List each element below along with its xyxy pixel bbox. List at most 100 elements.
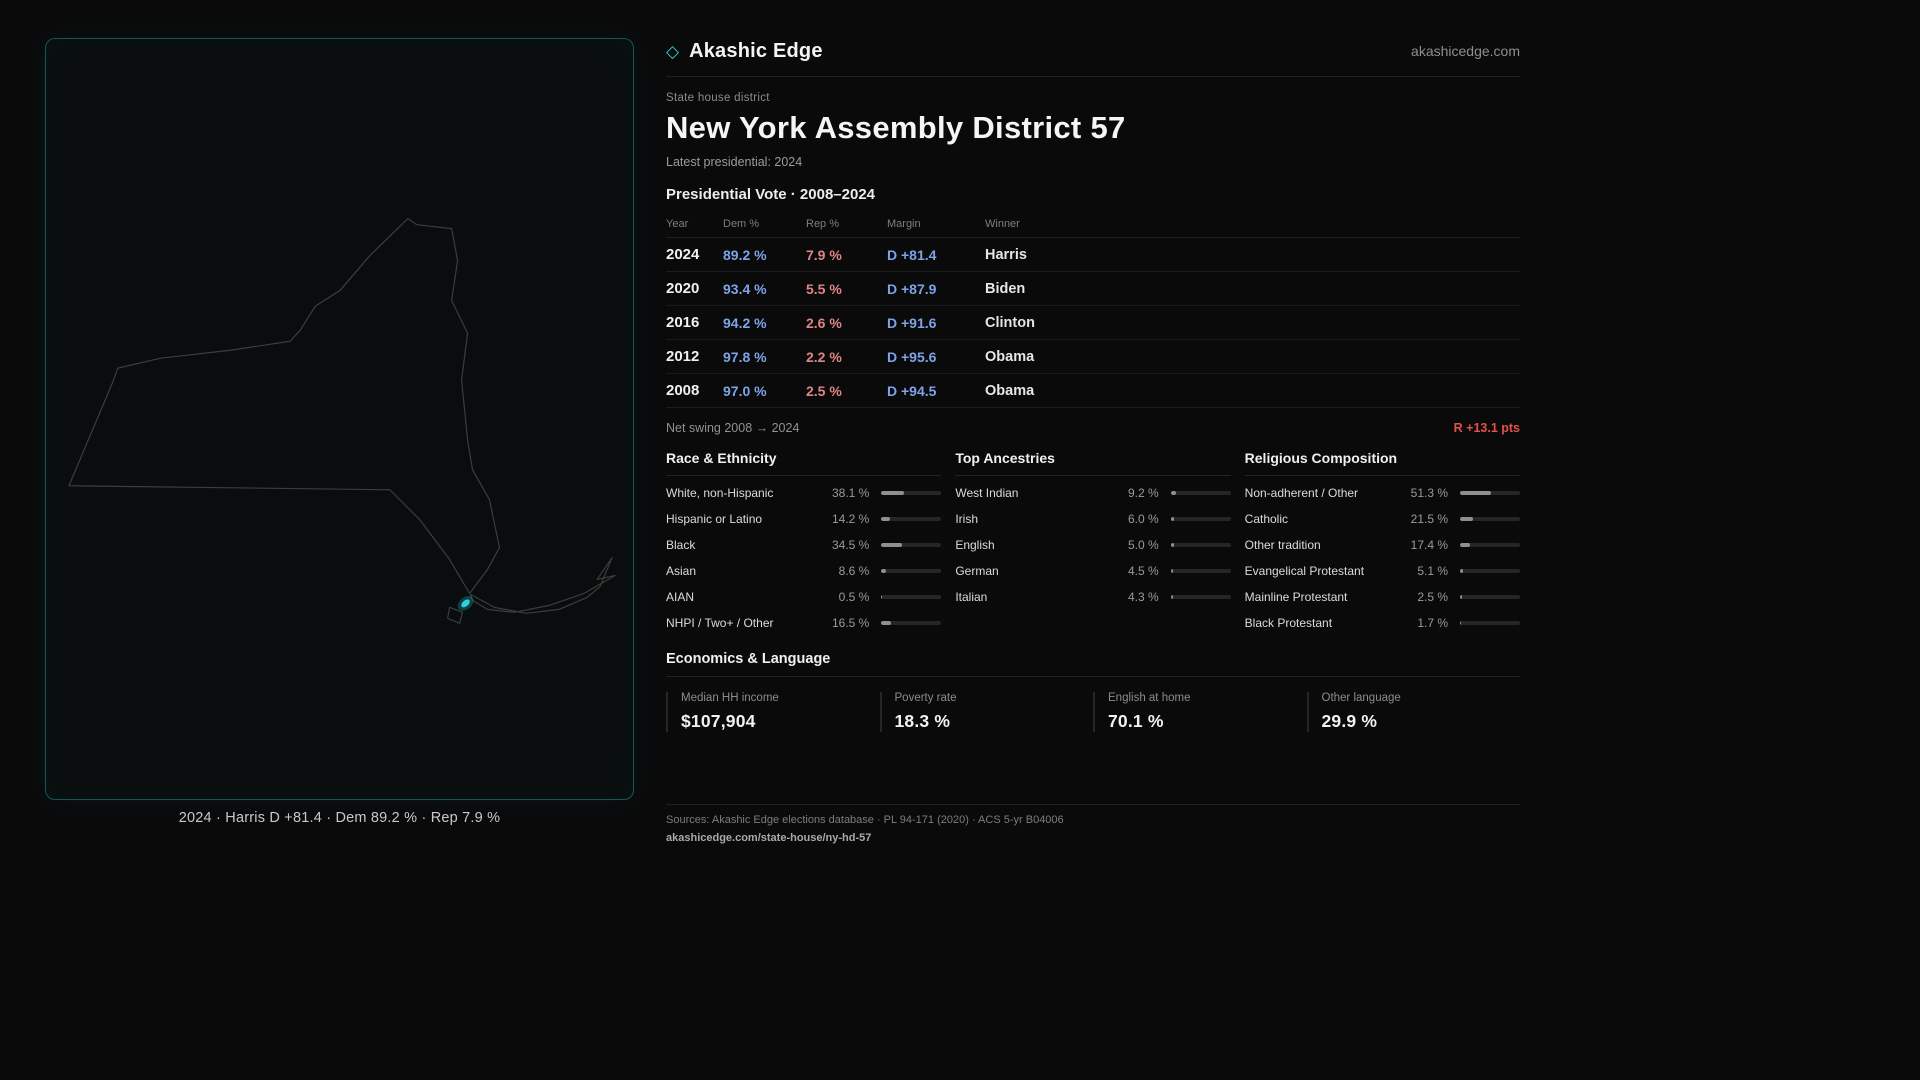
demo-value: 4.3 % bbox=[1127, 590, 1159, 604]
demo-label: Non-adherent / Other bbox=[1244, 486, 1359, 500]
race-ethnicity-column: Race & Ethnicity White, non-Hispanic 38.… bbox=[666, 450, 942, 636]
cell-year: 2008 bbox=[666, 382, 700, 399]
demo-value: 9.2 % bbox=[1127, 486, 1159, 500]
list-item: White, non-Hispanic 38.1 % bbox=[666, 480, 942, 506]
demo-bar bbox=[881, 517, 942, 521]
cell-dem-pct: 93.4 % bbox=[723, 280, 767, 297]
demo-value: 4.5 % bbox=[1127, 564, 1159, 578]
diamond-icon: ◇ bbox=[666, 41, 680, 61]
demo-value: 2.5 % bbox=[1417, 590, 1448, 604]
demo-label: Italian bbox=[955, 590, 988, 604]
demo-label: German bbox=[955, 564, 999, 578]
demo-label: White, non-Hispanic bbox=[666, 486, 774, 500]
demo-bar bbox=[1460, 569, 1520, 573]
demo-bar bbox=[1170, 543, 1231, 547]
demo-label: Black Protestant bbox=[1244, 616, 1333, 630]
net-swing-row: Net swing 2008 → 2024 R +13.1 pts bbox=[666, 421, 1520, 435]
header-divider bbox=[666, 76, 1520, 77]
col-header-margin: Margin bbox=[887, 218, 921, 230]
demo-label: Hispanic or Latino bbox=[666, 512, 763, 526]
demo-value: 38.1 % bbox=[831, 486, 870, 500]
demo-bar bbox=[1460, 621, 1520, 625]
demo-label: Asian bbox=[666, 564, 697, 578]
demo-value: 16.5 % bbox=[831, 616, 870, 630]
demo-value: 8.6 % bbox=[838, 564, 870, 578]
cell-dem-pct: 94.2 % bbox=[723, 314, 767, 331]
stat-label: English at home bbox=[1108, 692, 1191, 704]
sources-line: Sources: Akashic Edge elections database… bbox=[666, 814, 1064, 826]
list-item: Black Protestant 1.7 % bbox=[1245, 610, 1520, 636]
cell-margin: D +94.5 bbox=[887, 382, 937, 399]
demo-value: 14.2 % bbox=[831, 512, 870, 526]
list-item: Other tradition 17.4 % bbox=[1245, 532, 1520, 558]
footer-divider bbox=[666, 804, 1520, 805]
demo-label: AIAN bbox=[666, 590, 695, 604]
demo-bar bbox=[1460, 491, 1520, 495]
cell-winner: Obama bbox=[985, 382, 1035, 399]
demo-value: 34.5 % bbox=[831, 538, 870, 552]
brand: ◇ Akashic Edge bbox=[666, 40, 823, 63]
ny-state-outline bbox=[68, 218, 501, 595]
stat-label: Poverty rate bbox=[894, 692, 957, 704]
list-item: AIAN 0.5 % bbox=[666, 584, 942, 610]
religion-title: Religious Composition bbox=[1244, 450, 1520, 476]
demo-value: 5.1 % bbox=[1417, 564, 1448, 578]
district-map-panel bbox=[45, 38, 634, 800]
demo-bar bbox=[881, 569, 942, 573]
cell-rep-pct: 7.9 % bbox=[806, 246, 842, 263]
presidential-vote-table: Year Dem % Rep % Margin Winner 2024 89.2… bbox=[666, 210, 1520, 408]
demo-value: 1.7 % bbox=[1417, 616, 1448, 630]
demo-bar bbox=[1460, 595, 1520, 599]
list-item: Mainline Protestant 2.5 % bbox=[1245, 584, 1520, 610]
stat-value: 18.3 % bbox=[894, 711, 951, 731]
cell-rep-pct: 2.5 % bbox=[806, 382, 842, 399]
list-item: Irish 6.0 % bbox=[955, 506, 1231, 532]
footer: Sources: Akashic Edge elections database… bbox=[666, 804, 1520, 846]
list-item: Asian 8.6 % bbox=[666, 558, 942, 584]
demo-value: 21.5 % bbox=[1410, 512, 1448, 526]
cell-margin: D +91.6 bbox=[887, 314, 937, 331]
cell-dem-pct: 89.2 % bbox=[723, 246, 767, 263]
stat-english-at-home: English at home 70.1 % bbox=[1093, 692, 1307, 732]
cell-year: 2012 bbox=[666, 348, 700, 365]
list-item: Non-adherent / Other 51.3 % bbox=[1245, 480, 1520, 506]
cell-dem-pct: 97.0 % bbox=[723, 382, 767, 399]
demo-bar bbox=[881, 491, 942, 495]
demo-value: 17.4 % bbox=[1410, 538, 1448, 552]
demo-label: NHPI / Two+ / Other bbox=[666, 616, 774, 630]
cell-winner: Biden bbox=[985, 280, 1026, 297]
ancestries-title: Top Ancestries bbox=[955, 450, 1231, 476]
long-island-outline bbox=[469, 556, 616, 614]
col-header-winner: Winner bbox=[985, 218, 1020, 230]
list-item: NHPI / Two+ / Other 16.5 % bbox=[666, 610, 942, 636]
table-row: 2024 89.2 % 7.9 % D +81.4 Harris bbox=[666, 238, 1520, 272]
list-item: English 5.0 % bbox=[955, 532, 1231, 558]
demo-bar bbox=[881, 543, 942, 547]
cell-year: 2024 bbox=[666, 246, 700, 263]
site-link[interactable]: akashicedge.com bbox=[1411, 43, 1520, 59]
demo-label: Evangelical Protestant bbox=[1244, 564, 1365, 578]
demo-label: Mainline Protestant bbox=[1244, 590, 1348, 604]
demo-bar bbox=[1170, 595, 1231, 599]
demographics-grid: Race & Ethnicity White, non-Hispanic 38.… bbox=[666, 450, 1520, 636]
list-item: West Indian 9.2 % bbox=[955, 480, 1231, 506]
demo-bar bbox=[1170, 491, 1231, 495]
stat-other-language: Other language 29.9 % bbox=[1306, 692, 1521, 732]
map-caption: 2024 · Harris D +81.4 · Dem 89.2 % · Rep… bbox=[178, 810, 501, 826]
race-ethnicity-title: Race & Ethnicity bbox=[666, 450, 942, 476]
latest-presidential-note: Latest presidential: 2024 bbox=[666, 155, 803, 169]
stat-median-hh-income: Median HH income $107,904 bbox=[666, 692, 880, 732]
list-item: German 4.5 % bbox=[955, 558, 1231, 584]
stat-value: 70.1 % bbox=[1108, 711, 1164, 731]
stat-value: $107,904 bbox=[681, 711, 756, 731]
vote-section-title: Presidential Vote · 2008–2024 bbox=[666, 186, 876, 203]
header-bar: ◇ Akashic Edge akashicedge.com bbox=[666, 36, 1520, 66]
new-york-map bbox=[68, 218, 616, 624]
permalink[interactable]: akashicedge.com/state-house/ny-hd-57 bbox=[666, 832, 872, 844]
demo-label: Black bbox=[666, 538, 696, 552]
demo-label: Other tradition bbox=[1244, 538, 1321, 552]
demo-value: 6.0 % bbox=[1127, 512, 1159, 526]
cell-year: 2016 bbox=[666, 314, 700, 331]
brand-name: Akashic Edge bbox=[689, 39, 823, 62]
cell-year: 2020 bbox=[666, 280, 700, 297]
